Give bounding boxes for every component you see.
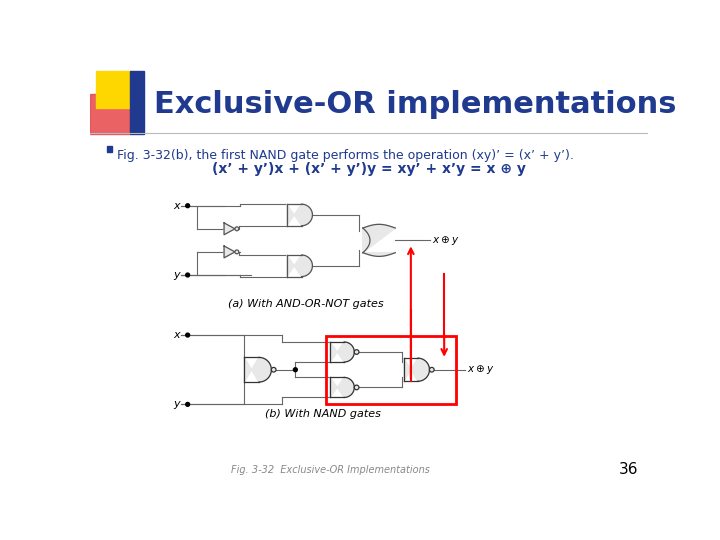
Text: y: y bbox=[174, 400, 180, 409]
Polygon shape bbox=[287, 204, 312, 226]
Text: $x \oplus y$: $x \oplus y$ bbox=[467, 363, 494, 376]
Bar bbox=[96, 71, 133, 108]
Circle shape bbox=[235, 227, 239, 231]
Circle shape bbox=[294, 368, 297, 372]
Text: (x’ + y’)x + (x’ + y’)y = xy’ + x’y = x ⊕ y: (x’ + y’)x + (x’ + y’)y = xy’ + x’y = x … bbox=[212, 162, 526, 176]
Polygon shape bbox=[330, 377, 354, 397]
Text: (b) With NAND gates: (b) With NAND gates bbox=[266, 409, 381, 420]
Polygon shape bbox=[363, 224, 395, 253]
Polygon shape bbox=[363, 228, 395, 256]
Circle shape bbox=[186, 333, 189, 337]
Circle shape bbox=[354, 385, 359, 390]
Circle shape bbox=[354, 350, 359, 354]
Text: x: x bbox=[174, 330, 180, 340]
Circle shape bbox=[186, 273, 189, 277]
Circle shape bbox=[186, 204, 189, 208]
Text: Exclusive-OR implementations: Exclusive-OR implementations bbox=[153, 90, 676, 119]
Text: Fig. 3-32  Exclusive-OR Implementations: Fig. 3-32 Exclusive-OR Implementations bbox=[231, 465, 430, 475]
Bar bbox=[326, 336, 456, 403]
Circle shape bbox=[271, 367, 276, 372]
Polygon shape bbox=[287, 255, 312, 276]
Text: Fig. 3-32(b), the first NAND gate performs the operation (xy)’ = (x’ + y’).: Fig. 3-32(b), the first NAND gate perfor… bbox=[117, 150, 574, 163]
Circle shape bbox=[235, 250, 239, 254]
Circle shape bbox=[186, 402, 189, 406]
Bar bbox=[107, 146, 112, 152]
Polygon shape bbox=[224, 223, 235, 235]
Polygon shape bbox=[330, 342, 354, 362]
Polygon shape bbox=[244, 357, 271, 382]
Circle shape bbox=[429, 367, 434, 372]
Text: y: y bbox=[174, 270, 180, 280]
Text: 36: 36 bbox=[619, 462, 639, 477]
Bar bbox=[130, 71, 144, 134]
Polygon shape bbox=[404, 358, 429, 381]
Bar bbox=[90, 94, 130, 134]
Text: x: x bbox=[174, 201, 180, 211]
Polygon shape bbox=[224, 246, 235, 258]
Text: $x \oplus y$: $x \oplus y$ bbox=[432, 234, 459, 247]
Text: (a) With AND-OR-NOT gates: (a) With AND-OR-NOT gates bbox=[228, 299, 383, 309]
